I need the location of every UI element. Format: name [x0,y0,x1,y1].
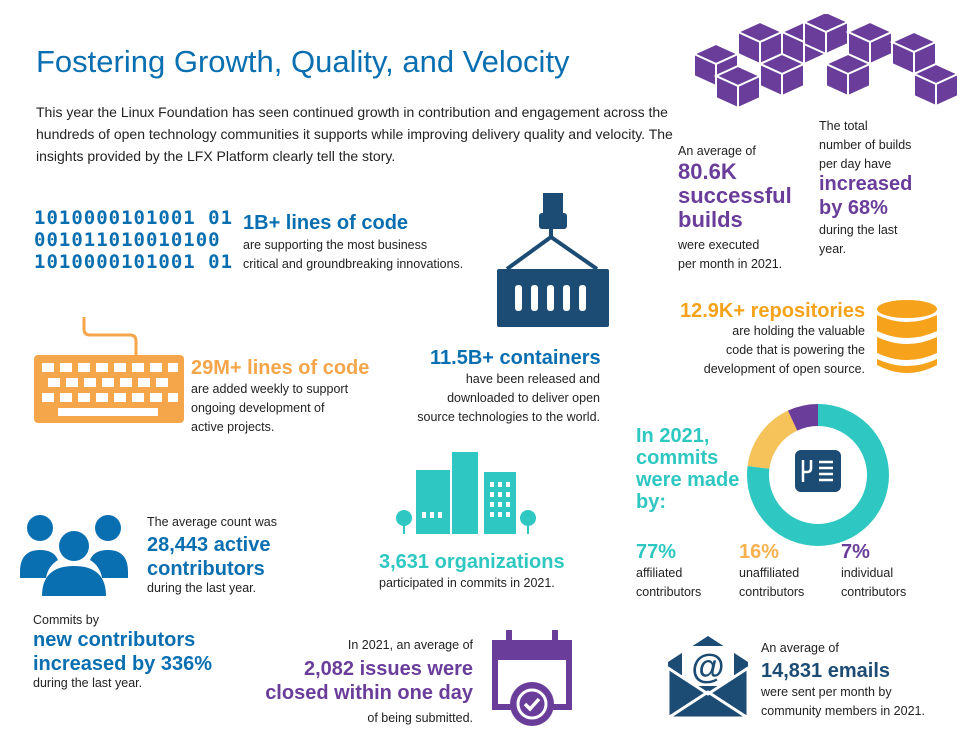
code-desc-2: critical and groundbreaking innovations. [243,257,464,271]
builds-desc-2: per month in 2021. [678,257,783,271]
stat-individual: 7% individual contributors [841,541,907,599]
issues-pre: In 2021, an average of [347,638,473,652]
shipping-container-icon [497,193,609,327]
commits-line-2: commits [636,447,719,469]
builds-day-desc-2: year. [819,242,847,256]
builds-desc-1: were executed [678,238,760,252]
orgs-desc: participated in commits in 2021. [379,576,555,590]
emails-headline: 14,831 emails [761,660,890,682]
code-file-icon [795,450,841,492]
builds-day-headline-1: increased [819,173,913,195]
repos-desc-1: are holding the valuable [732,324,865,338]
builds-day-pre-1: The total [819,119,868,133]
orgs-headline: 3,631 organizations [379,551,565,573]
issues-headline-1: 2,082 issues were [303,658,473,680]
builds-headline-2: successful [678,183,792,208]
emails-pre: An average of [761,641,839,655]
weekly-headline: 29M+ lines of code [191,357,370,379]
containers-desc-1: have been released and [465,372,600,386]
repos-desc-2: code that is powering the [726,343,865,357]
issues-headline-2: closed within one day [265,682,473,704]
repos-desc-3: development of open source. [703,362,865,376]
builds-headline-3: builds [678,207,743,232]
keyboard-icon [34,317,184,423]
containers-desc-2: downloaded to deliver open [447,391,600,405]
email-envelope-icon: @ [668,636,748,718]
containers-desc-3: source technologies to the world. [417,410,600,424]
database-icon [877,300,937,373]
emails-desc-2: community members in 2021. [761,704,925,718]
emails-desc-1: were sent per month by [761,685,892,699]
builds-headline-1: 80.6K [678,159,737,184]
commits-line-4: by: [636,491,666,513]
buildings-icon [396,452,536,534]
builds-day-headline-2: by 68% [819,197,888,219]
active-desc: during the last year. [147,581,257,595]
commits-line-1: In 2021, [636,425,710,447]
weekly-desc-3: active projects. [191,420,275,434]
weekly-desc-2: ongoing development of [191,401,325,415]
cubes-illustration [691,14,960,110]
calendar-check-icon [492,630,572,726]
new-contrib-desc: during the last year. [33,676,143,690]
page-title: Fostering Growth, Quality, and Velocity [36,44,570,79]
commits-donut-chart [747,404,889,546]
builds-day-pre-2: number of builds [819,138,912,152]
stat-affiliated: 77% affiliated contributors [636,541,702,599]
containers-headline: 11.5B+ containers [430,347,601,369]
svg-text:@: @ [691,648,724,686]
binary-code-icon: 1010000101001 01 001011010010100 1010000… [34,207,234,273]
stat-unaffiliated: 16% unaffiliated contributors [739,541,805,599]
people-icon [20,515,128,596]
active-headline-1: 28,443 active [147,534,271,556]
code-desc-1: are supporting the most business [243,238,428,252]
intro-paragraph: This year the Linux Foundation has seen … [36,104,673,164]
commits-line-3: were made [636,469,740,491]
new-contrib-headline-2: increased by 336% [33,653,212,675]
new-contrib-headline-1: new contributors [33,629,196,651]
weekly-desc-1: are added weekly to support [191,382,349,396]
repos-headline: 12.9K+ repositories [680,300,866,322]
issues-desc: of being submitted. [367,711,473,725]
code-headline: 1B+ lines of code [243,212,409,234]
active-headline-2: contributors [147,558,265,580]
builds-pre: An average of [678,144,756,158]
active-pre: The average count was [147,515,277,529]
builds-day-desc-1: during the last [819,223,898,237]
donut-slice-individual [747,404,889,546]
builds-day-pre-3: per day have [819,157,892,171]
new-contrib-pre: Commits by [33,613,99,627]
